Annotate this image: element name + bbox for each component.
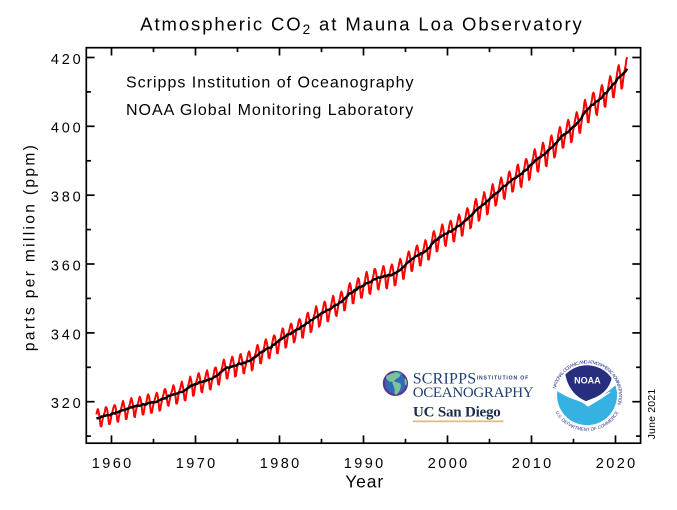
svg-text:I: I — [554, 379, 559, 382]
svg-text:M: M — [605, 419, 611, 425]
svg-text:400: 400 — [51, 121, 84, 137]
svg-text:E: E — [580, 427, 584, 432]
svg-text:N: N — [571, 362, 576, 368]
svg-text:N: N — [615, 381, 621, 386]
svg-text:NOAA Global Monitoring Laborat: NOAA Global Monitoring Laboratory — [126, 102, 414, 119]
svg-text:parts per million (ppm): parts per million (ppm) — [22, 143, 39, 351]
svg-text:1980: 1980 — [260, 456, 302, 472]
svg-text:F: F — [593, 426, 597, 432]
svg-text:O: O — [562, 367, 568, 373]
svg-text:E: E — [604, 365, 609, 371]
svg-text:2000: 2000 — [428, 456, 470, 472]
svg-text:H: H — [602, 364, 607, 370]
svg-text:A: A — [568, 422, 574, 428]
svg-text:A: A — [553, 381, 559, 386]
svg-text:I: I — [615, 380, 620, 383]
svg-text:SCRIPPS: SCRIPPS — [413, 371, 477, 388]
svg-text:M: M — [614, 377, 620, 383]
svg-text:I: I — [608, 369, 612, 373]
svg-text:T: T — [590, 360, 594, 365]
svg-text:N: N — [556, 374, 562, 380]
svg-text:N: N — [617, 401, 623, 405]
svg-text:O: O — [600, 423, 606, 429]
svg-text:O: O — [555, 376, 561, 382]
svg-text:380: 380 — [51, 190, 84, 206]
svg-text:A: A — [611, 373, 617, 379]
svg-text:OCEANOGRAPHY: OCEANOGRAPHY — [413, 385, 534, 401]
svg-text:N: N — [581, 359, 585, 364]
svg-text:420: 420 — [51, 52, 84, 68]
svg-text:I: I — [574, 361, 577, 366]
svg-text:Scripps Institution of Oceanog: Scripps Institution of Oceanography — [126, 74, 414, 91]
svg-text:O: O — [595, 361, 600, 367]
svg-text:Atmospheric CO2 at Mauna Loa O: Atmospheric CO2 at Mauna Loa Observatory — [140, 14, 583, 38]
svg-text:P: P — [600, 363, 605, 369]
svg-text:E: E — [563, 419, 569, 425]
svg-text:1960: 1960 — [92, 456, 134, 472]
svg-text:Year: Year — [345, 472, 384, 492]
svg-text:T: T — [617, 388, 622, 392]
svg-text:E: E — [614, 410, 620, 415]
svg-text:O: O — [617, 398, 623, 403]
svg-text:A: A — [588, 359, 592, 364]
svg-text:N: N — [584, 427, 588, 432]
svg-text:R: R — [618, 390, 623, 394]
svg-text:I: I — [618, 398, 623, 400]
svg-text:T: T — [574, 425, 578, 431]
svg-text:.: . — [556, 413, 561, 417]
svg-text:D: D — [612, 375, 618, 381]
svg-text:A: A — [558, 371, 564, 377]
svg-text:A: A — [618, 393, 623, 397]
svg-text:360: 360 — [51, 258, 84, 274]
svg-text:I: I — [616, 384, 621, 387]
svg-text:2020: 2020 — [596, 456, 638, 472]
svg-text:U: U — [554, 410, 560, 415]
svg-text:C: C — [597, 424, 603, 430]
svg-text:S: S — [557, 413, 563, 418]
svg-text:T: T — [553, 380, 559, 385]
svg-text:M: M — [577, 426, 582, 432]
svg-text:C: C — [608, 370, 614, 376]
svg-text:E: E — [608, 417, 614, 423]
svg-text:INSTITUTION OF: INSTITUTION OF — [477, 376, 529, 382]
svg-text:T: T — [618, 395, 623, 398]
svg-text:1990: 1990 — [344, 456, 386, 472]
svg-text:M: M — [592, 360, 597, 366]
svg-text:R: R — [571, 424, 577, 430]
svg-text:P: P — [565, 421, 570, 427]
svg-text:.: . — [559, 416, 564, 420]
svg-text:N: N — [552, 385, 558, 389]
svg-text:T: T — [587, 427, 590, 432]
svg-text:S: S — [617, 385, 623, 389]
svg-text:D: D — [584, 359, 588, 364]
svg-text:R: R — [606, 367, 612, 373]
svg-text:D: D — [560, 417, 566, 423]
svg-text:C: C — [612, 412, 618, 418]
svg-text:340: 340 — [51, 327, 84, 343]
svg-text:C: C — [575, 360, 580, 366]
svg-text:R: R — [610, 414, 616, 420]
svg-text:NOAA: NOAA — [574, 375, 601, 385]
svg-text:2010: 2010 — [512, 456, 554, 472]
svg-text:UC San Diego: UC San Diego — [413, 405, 501, 421]
svg-text:320: 320 — [51, 396, 84, 412]
svg-text:1970: 1970 — [176, 456, 218, 472]
svg-text:A: A — [569, 362, 575, 368]
svg-text:S: S — [598, 362, 603, 368]
svg-text:C: C — [564, 365, 570, 371]
svg-text:A: A — [579, 360, 584, 366]
svg-text:M: M — [602, 421, 608, 427]
svg-text:L: L — [560, 370, 566, 376]
svg-text:O: O — [590, 426, 595, 432]
svg-text:E: E — [566, 364, 571, 370]
svg-text:June 2021: June 2021 — [646, 389, 658, 440]
